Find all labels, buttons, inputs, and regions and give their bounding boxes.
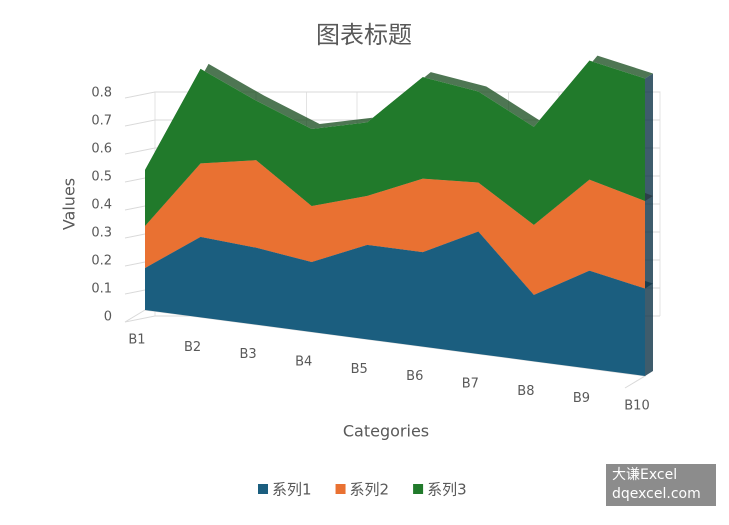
x-tick-label: B4 (295, 355, 312, 370)
y-tick-label: 0 (104, 310, 112, 325)
x-tick-label: B7 (462, 377, 479, 392)
legend-label: 系列3 (427, 481, 467, 499)
x-tick-label: B3 (240, 347, 257, 362)
legend-swatch (413, 484, 424, 494)
legend-label: 系列1 (272, 481, 312, 499)
y-tick-label: 0.4 (91, 198, 112, 213)
y-tick-label: 0.1 (91, 282, 112, 297)
watermark-box (606, 464, 716, 506)
grid-line (124, 315, 156, 323)
grid-line (124, 91, 156, 99)
y-tick-label: 0.6 (91, 142, 112, 157)
area-side (645, 73, 653, 376)
x-tick-label: B9 (573, 391, 590, 406)
y-tick-label: 0.8 (91, 86, 112, 101)
x-tick-label: B1 (128, 333, 145, 348)
y-tick-label: 0.3 (91, 226, 112, 241)
legend-swatch (335, 484, 346, 494)
y-tick-label: 0.2 (91, 254, 112, 269)
watermark: dqexcel.com (612, 486, 701, 502)
chart-title: 图表标题 (316, 21, 412, 49)
area (145, 160, 645, 295)
y-axis-title: Values (60, 178, 79, 230)
x-tick-label: B10 (624, 399, 649, 414)
legend-label: 系列2 (350, 481, 390, 499)
grid-line (124, 119, 156, 127)
watermark: 大谦Excel (612, 467, 677, 483)
y-tick-label: 0.5 (91, 170, 112, 185)
legend-swatch (258, 484, 268, 494)
x-tick-label: B6 (406, 369, 423, 384)
y-tick-label: 0.7 (91, 114, 112, 129)
x-tick-label: B5 (351, 362, 368, 377)
x-axis-title: Categories (343, 422, 429, 441)
x-tick-label: B8 (517, 384, 534, 399)
area (145, 231, 645, 376)
area (145, 60, 645, 226)
x-tick-label: B2 (184, 340, 201, 355)
grid-line (124, 147, 156, 155)
